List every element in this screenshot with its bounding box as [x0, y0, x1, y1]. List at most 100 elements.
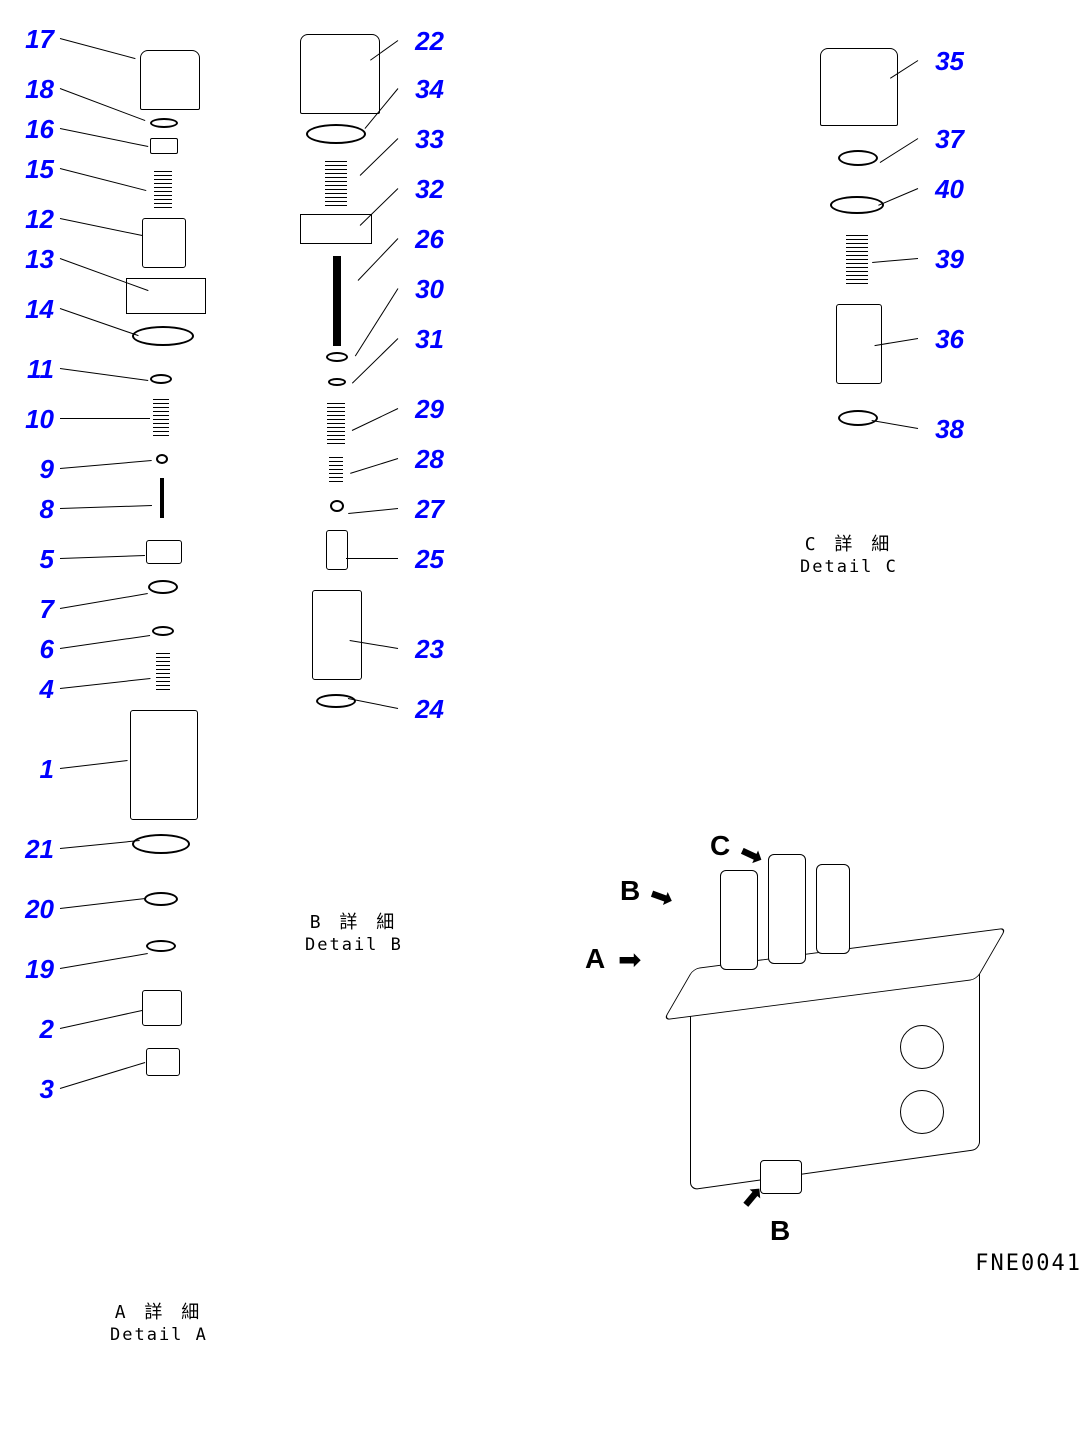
leader-line — [352, 338, 399, 384]
callout-4[interactable]: 4 — [10, 674, 54, 705]
callout-25[interactable]: 25 — [400, 544, 444, 575]
part-ring — [838, 150, 878, 166]
callout-27[interactable]: 27 — [400, 494, 444, 525]
part-coil — [325, 158, 347, 208]
leader-line — [60, 218, 142, 236]
part-ring — [132, 834, 190, 854]
leader-line — [60, 593, 148, 609]
leader-line — [348, 508, 398, 514]
callout-17[interactable]: 17 — [10, 24, 54, 55]
leader-line — [360, 188, 399, 226]
part-coil — [846, 232, 868, 287]
callout-18[interactable]: 18 — [10, 74, 54, 105]
part-ring — [146, 940, 176, 952]
callout-31[interactable]: 31 — [400, 324, 444, 355]
leader-line — [346, 558, 398, 559]
part-coil — [327, 400, 345, 446]
leader-line — [60, 1010, 142, 1029]
part-coil — [153, 396, 169, 438]
leader-line — [60, 460, 152, 469]
arrow-a: ➡ — [618, 943, 641, 976]
callout-35[interactable]: 35 — [920, 46, 964, 77]
callout-24[interactable]: 24 — [400, 694, 444, 725]
callout-30[interactable]: 30 — [400, 274, 444, 305]
callout-2[interactable]: 2 — [10, 1014, 54, 1045]
part-ring — [150, 118, 178, 128]
callout-32[interactable]: 32 — [400, 174, 444, 205]
callout-13[interactable]: 13 — [10, 244, 54, 275]
part-bar — [142, 990, 182, 1026]
callout-11[interactable]: 11 — [10, 354, 54, 385]
callout-28[interactable]: 28 — [400, 444, 444, 475]
detail-a-label: A 詳 細 Detail A — [110, 1298, 208, 1345]
part-coil — [329, 454, 343, 484]
leader-line — [872, 420, 918, 429]
callout-23[interactable]: 23 — [400, 634, 444, 665]
callout-22[interactable]: 22 — [400, 26, 444, 57]
part-hexbar — [126, 278, 206, 314]
callout-38[interactable]: 38 — [920, 414, 964, 445]
callout-8[interactable]: 8 — [10, 494, 54, 525]
callout-14[interactable]: 14 — [10, 294, 54, 325]
part-stem — [333, 256, 341, 346]
leader-line — [60, 840, 140, 849]
part-stem — [160, 478, 164, 518]
leader-line — [60, 1062, 145, 1089]
callout-3[interactable]: 3 — [10, 1074, 54, 1105]
detail-b-en: Detail B — [305, 935, 403, 955]
callout-33[interactable]: 33 — [400, 124, 444, 155]
leader-line — [872, 258, 918, 263]
part-ring — [148, 580, 178, 594]
callout-40[interactable]: 40 — [920, 174, 964, 205]
iso-label-c: C — [710, 830, 730, 862]
callout-7[interactable]: 7 — [10, 594, 54, 625]
part-ring — [152, 626, 174, 636]
leader-line — [60, 898, 145, 909]
part-bar — [312, 590, 362, 680]
leader-line — [60, 368, 148, 381]
leader-line — [60, 635, 150, 649]
callout-12[interactable]: 12 — [10, 204, 54, 235]
part-cap — [300, 34, 380, 114]
callout-20[interactable]: 20 — [10, 894, 54, 925]
leader-line — [350, 458, 398, 474]
callout-5[interactable]: 5 — [10, 544, 54, 575]
detail-b-label: B 詳 細 Detail B — [305, 908, 403, 955]
part-coil — [154, 168, 172, 208]
leader-line — [60, 505, 152, 509]
part-hexbar — [300, 214, 372, 244]
leader-line — [60, 88, 145, 121]
leader-line — [355, 288, 399, 357]
callout-37[interactable]: 37 — [920, 124, 964, 155]
leader-line — [60, 418, 150, 419]
detail-c-label: C 詳 細 Detail C — [800, 530, 898, 577]
callout-26[interactable]: 26 — [400, 224, 444, 255]
part-ring — [144, 892, 178, 906]
leader-line — [878, 188, 918, 206]
callout-29[interactable]: 29 — [400, 394, 444, 425]
leader-line — [60, 258, 148, 291]
callout-21[interactable]: 21 — [10, 834, 54, 865]
callout-39[interactable]: 39 — [920, 244, 964, 275]
leader-line — [60, 953, 148, 969]
part-coil — [156, 650, 170, 690]
callout-15[interactable]: 15 — [10, 154, 54, 185]
part-ring — [150, 374, 172, 384]
callout-34[interactable]: 34 — [400, 74, 444, 105]
part-ring — [838, 410, 878, 426]
callout-36[interactable]: 36 — [920, 324, 964, 355]
part-ring — [316, 694, 356, 708]
part-ring — [132, 326, 194, 346]
drawing-code: FNE0041 — [975, 1251, 1082, 1276]
iso-label-b1: B — [620, 875, 640, 907]
part-cap — [140, 50, 200, 110]
part-ring — [328, 378, 346, 386]
callout-16[interactable]: 16 — [10, 114, 54, 145]
part-ring — [326, 352, 348, 362]
callout-19[interactable]: 19 — [10, 954, 54, 985]
callout-9[interactable]: 9 — [10, 454, 54, 485]
callout-6[interactable]: 6 — [10, 634, 54, 665]
detail-a-en: Detail A — [110, 1325, 208, 1345]
callout-10[interactable]: 10 — [10, 404, 54, 435]
callout-1[interactable]: 1 — [10, 754, 54, 785]
